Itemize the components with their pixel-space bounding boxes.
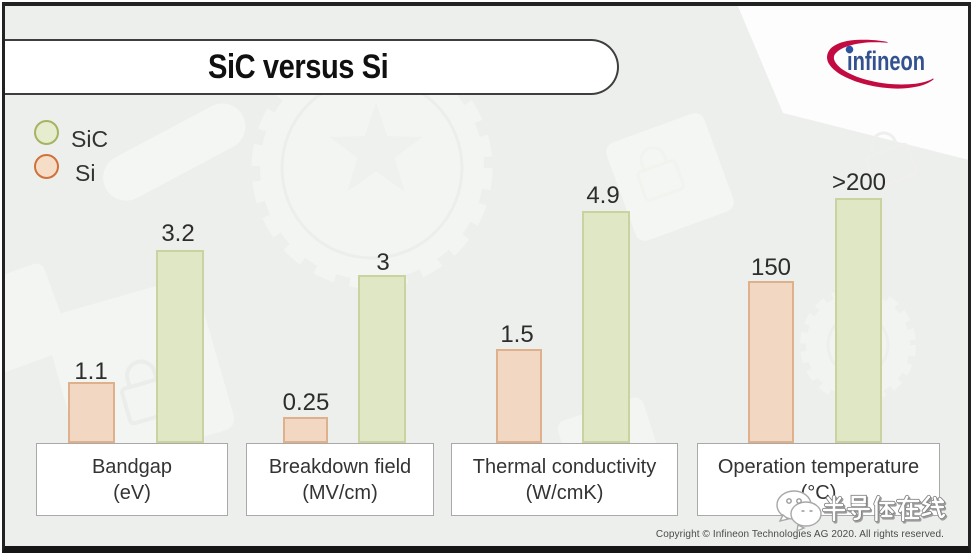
svg-text:infineon: infineon bbox=[847, 46, 925, 76]
